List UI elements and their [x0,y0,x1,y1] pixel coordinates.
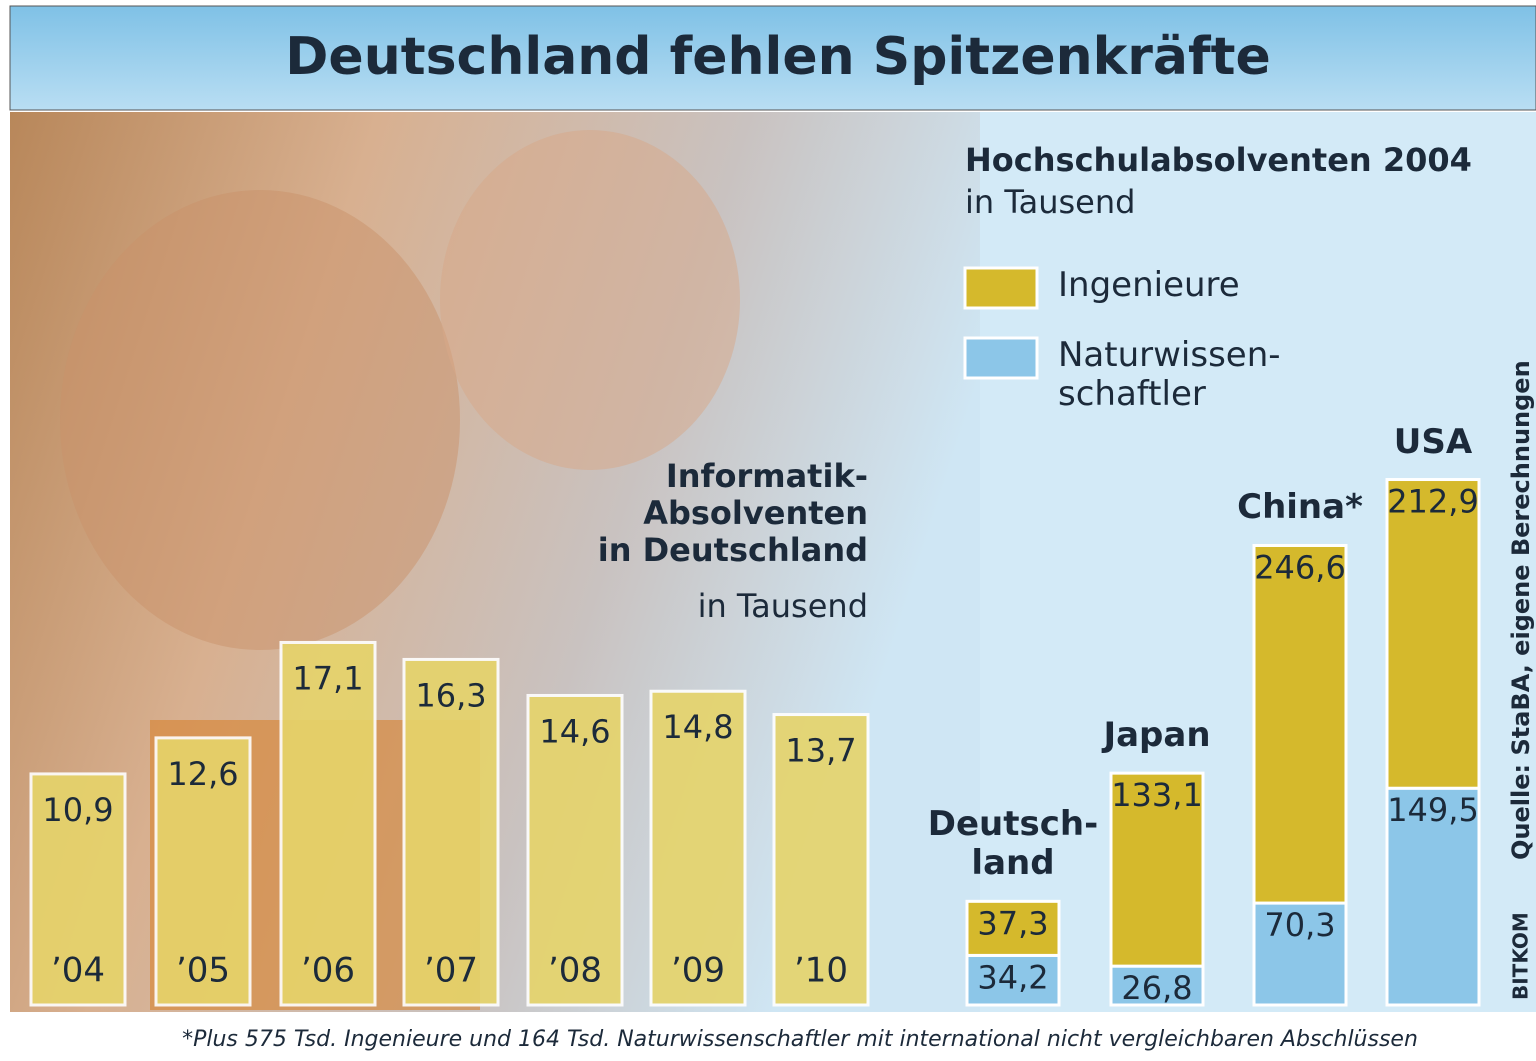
bar-segment [1252,901,1348,1007]
bar [649,689,747,1007]
header [9,5,1536,111]
legend-label: Ingenieure [1058,265,1240,305]
bar [772,713,870,1007]
x-tick-label: ’04 [51,951,105,991]
x-tick-label: ’10 [794,951,848,991]
footnote: *Plus 575 Tsd. Ingenieure und 164 Tsd. N… [182,1027,1418,1052]
value-label: 34,2 [977,958,1048,996]
value-label: 14,6 [539,712,610,750]
bar-segment [1109,771,1205,968]
photo-shape [440,130,740,470]
x-tick-label: ’05 [176,951,230,991]
chart-title: Informatik- Absolventen in Deutschland [597,457,868,569]
value-label: 14,8 [662,708,733,746]
value-label: 16,3 [415,676,486,714]
x-tick-label: ’07 [424,951,478,991]
value-label: 246,6 [1254,548,1346,586]
x-tick-label: China* [1237,487,1363,528]
bar [402,657,500,1007]
x-tick-label: ’09 [671,951,725,991]
photo-shape [60,190,460,650]
title: Deutschland fehlen Spitzenkräfte [285,27,1270,87]
bar-segment [1109,964,1205,1007]
bar-segment [965,899,1061,957]
legend-swatch [963,266,1039,310]
chart-title: Hochschulabsolventen 2004 [965,141,1472,179]
x-tick-label: Japan [1103,715,1211,756]
bar-segment [1252,543,1348,905]
legend-swatch [963,336,1039,380]
value-label: 70,3 [1264,906,1335,944]
bar [154,736,252,1007]
bar [526,693,624,1007]
x-tick-label: ’06 [301,951,355,991]
chart-subtitle: in Tausend [698,587,868,625]
bar [29,772,127,1007]
value-label: 212,9 [1387,483,1479,521]
value-label: 17,1 [292,659,363,697]
bar-segment [1385,786,1481,1007]
value-label: 133,1 [1111,776,1203,814]
x-tick-label: Deutsch- land [927,804,1099,884]
value-label: 12,6 [167,755,238,793]
bar-segment [965,953,1061,1007]
bar [279,640,377,1007]
chart-subtitle: in Tausend [965,183,1135,221]
x-tick-label: ’08 [548,951,602,991]
value-label: 149,5 [1387,791,1479,829]
legend-label: Naturwissen- schaftler [1058,335,1281,415]
source: Quelle: StaBA, eigene Berechnungen [1507,360,1535,860]
value-label: 10,9 [42,791,113,829]
value-label: 37,3 [977,904,1048,942]
x-tick-label: USA [1393,421,1473,462]
brand: BITKOM [1509,912,1533,1000]
bar-segment [1385,478,1481,790]
value-label: 26,8 [1121,969,1192,1007]
value-label: 13,7 [785,732,856,770]
